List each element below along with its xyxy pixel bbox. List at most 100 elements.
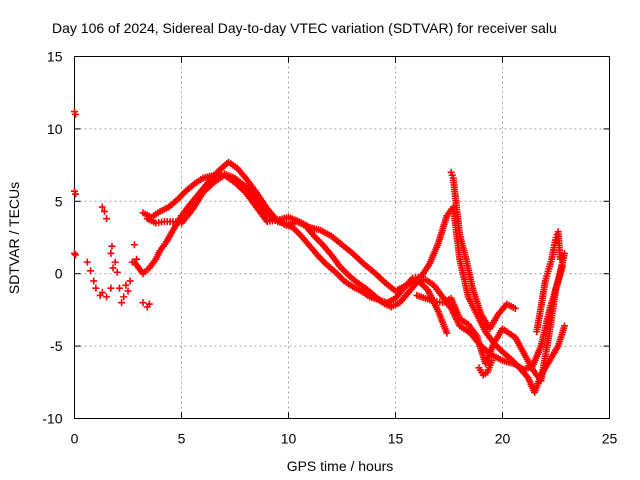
trace-marker [462,253,470,261]
data-point [92,284,100,292]
trace-marker [551,236,559,244]
trace-marker [493,312,501,320]
trace-marker [150,257,158,265]
data-point [72,190,80,198]
trace-marker [271,216,279,224]
trace-marker [471,330,479,338]
trace-marker [309,230,317,238]
trace-marker [545,265,553,273]
trace-marker [208,180,216,188]
trace-marker [560,324,568,332]
trace-marker [519,347,527,355]
trace-marker [503,328,511,336]
trace-marker [296,230,304,238]
trace-marker [197,176,205,184]
trace-marker [175,219,183,227]
trace-marker [359,283,367,291]
data-point [111,258,119,266]
trace-marker [317,239,325,247]
data-point [126,277,134,285]
data-points [71,108,569,396]
trace-marker [326,249,334,257]
data-point [109,264,117,272]
trace-marker [496,355,504,363]
trace-marker [428,280,436,288]
trace-marker [527,363,535,371]
trace-marker [437,291,445,299]
trace-marker [448,171,456,179]
trace-marker [154,209,162,217]
y-tick-label: 5 [55,193,63,209]
data-point [139,299,147,307]
trace-marker [509,332,517,340]
data-point [71,249,78,257]
data-point [108,242,116,250]
trace-marker [476,308,484,316]
trace-marker [187,208,195,216]
plot-frame [74,56,610,419]
trace-marker [358,258,366,266]
trace-marker [334,261,342,269]
y-axis-label: SDTVAR / TECUs [6,182,22,294]
trace-marker [433,241,441,249]
trace-marker [541,279,549,287]
trace-marker [293,217,301,225]
trace-marker [351,277,359,285]
trace-marker [168,228,176,236]
trace-marker [455,320,463,328]
trace-marker [189,181,197,189]
y-tick-label: -5 [50,338,63,354]
data-point [118,299,126,307]
trace-marker [509,303,517,311]
trace-marker [314,226,322,234]
data-point [145,300,153,308]
data-point [98,203,106,211]
trace-marker [523,372,531,380]
trace-marker [489,341,497,349]
data-point [98,289,106,297]
data-point [120,293,128,301]
trace-marker [325,231,333,239]
trace-marker [321,259,329,267]
trace-marker [560,252,568,260]
y-tick-label: -10 [42,411,62,427]
trace-marker [556,253,564,261]
trace-marker [313,251,321,259]
x-tick-label: 10 [281,431,297,447]
x-tick-label: 0 [71,431,79,447]
trace-marker [507,359,515,367]
trace-marker [304,222,312,230]
data-point [103,215,111,223]
trace-marker [336,239,344,247]
trace-marker [207,172,215,180]
trace-marker [428,296,436,304]
data-point [72,251,80,259]
trace-marker [347,248,355,256]
x-tick-label: 5 [178,431,186,447]
trace-marker [155,249,163,257]
trace-marker [455,228,463,236]
trace-marker [497,346,505,354]
trace-marker [330,267,338,275]
axis-ticks [74,56,610,419]
trace-marker [442,327,450,335]
data-point [72,110,80,118]
x-tick-label: 25 [602,431,618,447]
data-point [100,207,108,215]
data-point [113,268,121,276]
x-axis-label: GPS time / hours [287,458,394,474]
trace-marker [558,265,566,273]
trace-marker [422,284,430,292]
trace-marker [172,197,180,205]
trace-marker [180,189,188,197]
y-tick-label: 0 [55,266,63,282]
trace-marker [368,267,376,275]
trace-marker [462,319,470,327]
trace-marker [536,344,544,352]
data-point [115,284,123,292]
trace-marker [394,300,402,308]
x-tick-label: 20 [495,431,511,447]
data-point [107,284,115,292]
trace-marker [251,187,259,195]
